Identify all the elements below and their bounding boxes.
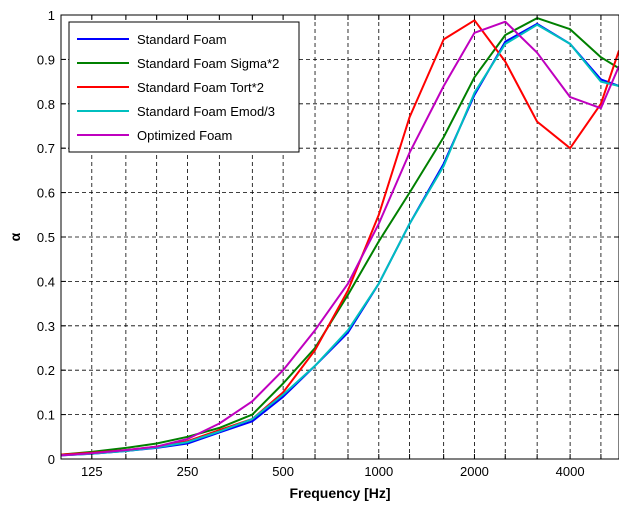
y-tick-label: 0.9 [37, 52, 55, 67]
x-tick-label: 2000 [460, 464, 489, 479]
y-tick-label: 1 [48, 8, 55, 23]
series-line-4 [60, 20, 619, 457]
legend-entry: Standard Foam Sigma*2 [137, 56, 279, 71]
y-tick-label: 0.8 [37, 97, 55, 112]
y-tick-label: 0.4 [37, 274, 55, 289]
legend-entry: Standard Foam Tort*2 [137, 80, 264, 95]
x-tick-label: 125 [81, 464, 103, 479]
x-tick-label: 500 [272, 464, 294, 479]
series-layer [60, 17, 619, 457]
legend: Standard Foam Standard Foam Sigma*2 Standa… [68, 21, 300, 153]
x-axis-label: Frequency [Hz] [289, 485, 390, 501]
y-tick-label: 0.1 [37, 408, 55, 423]
x-tick-label: 250 [177, 464, 199, 479]
y-tick-label: 0.6 [37, 186, 55, 201]
legend-entry: Optimized Foam [137, 128, 232, 143]
y-axis-label: α [7, 232, 23, 241]
y-tick-label: 0.5 [37, 230, 55, 245]
y-tick-label: 0 [48, 452, 55, 467]
legend-entry: Standard Foam Emod/3 [137, 104, 275, 119]
x-tick-label: 4000 [556, 464, 585, 479]
axis-ticks: 0 0.1 0.2 0.3 0.4 0.5 0.6 0.7 0.8 0.9 1 125 250 500 10… [37, 8, 619, 479]
legend-entry: Standard Foam [137, 32, 227, 47]
y-tick-label: 0.2 [37, 363, 55, 378]
y-tick-label: 0.3 [37, 319, 55, 334]
x-tick-label: 1000 [364, 464, 393, 479]
y-tick-label: 0.7 [37, 141, 55, 156]
